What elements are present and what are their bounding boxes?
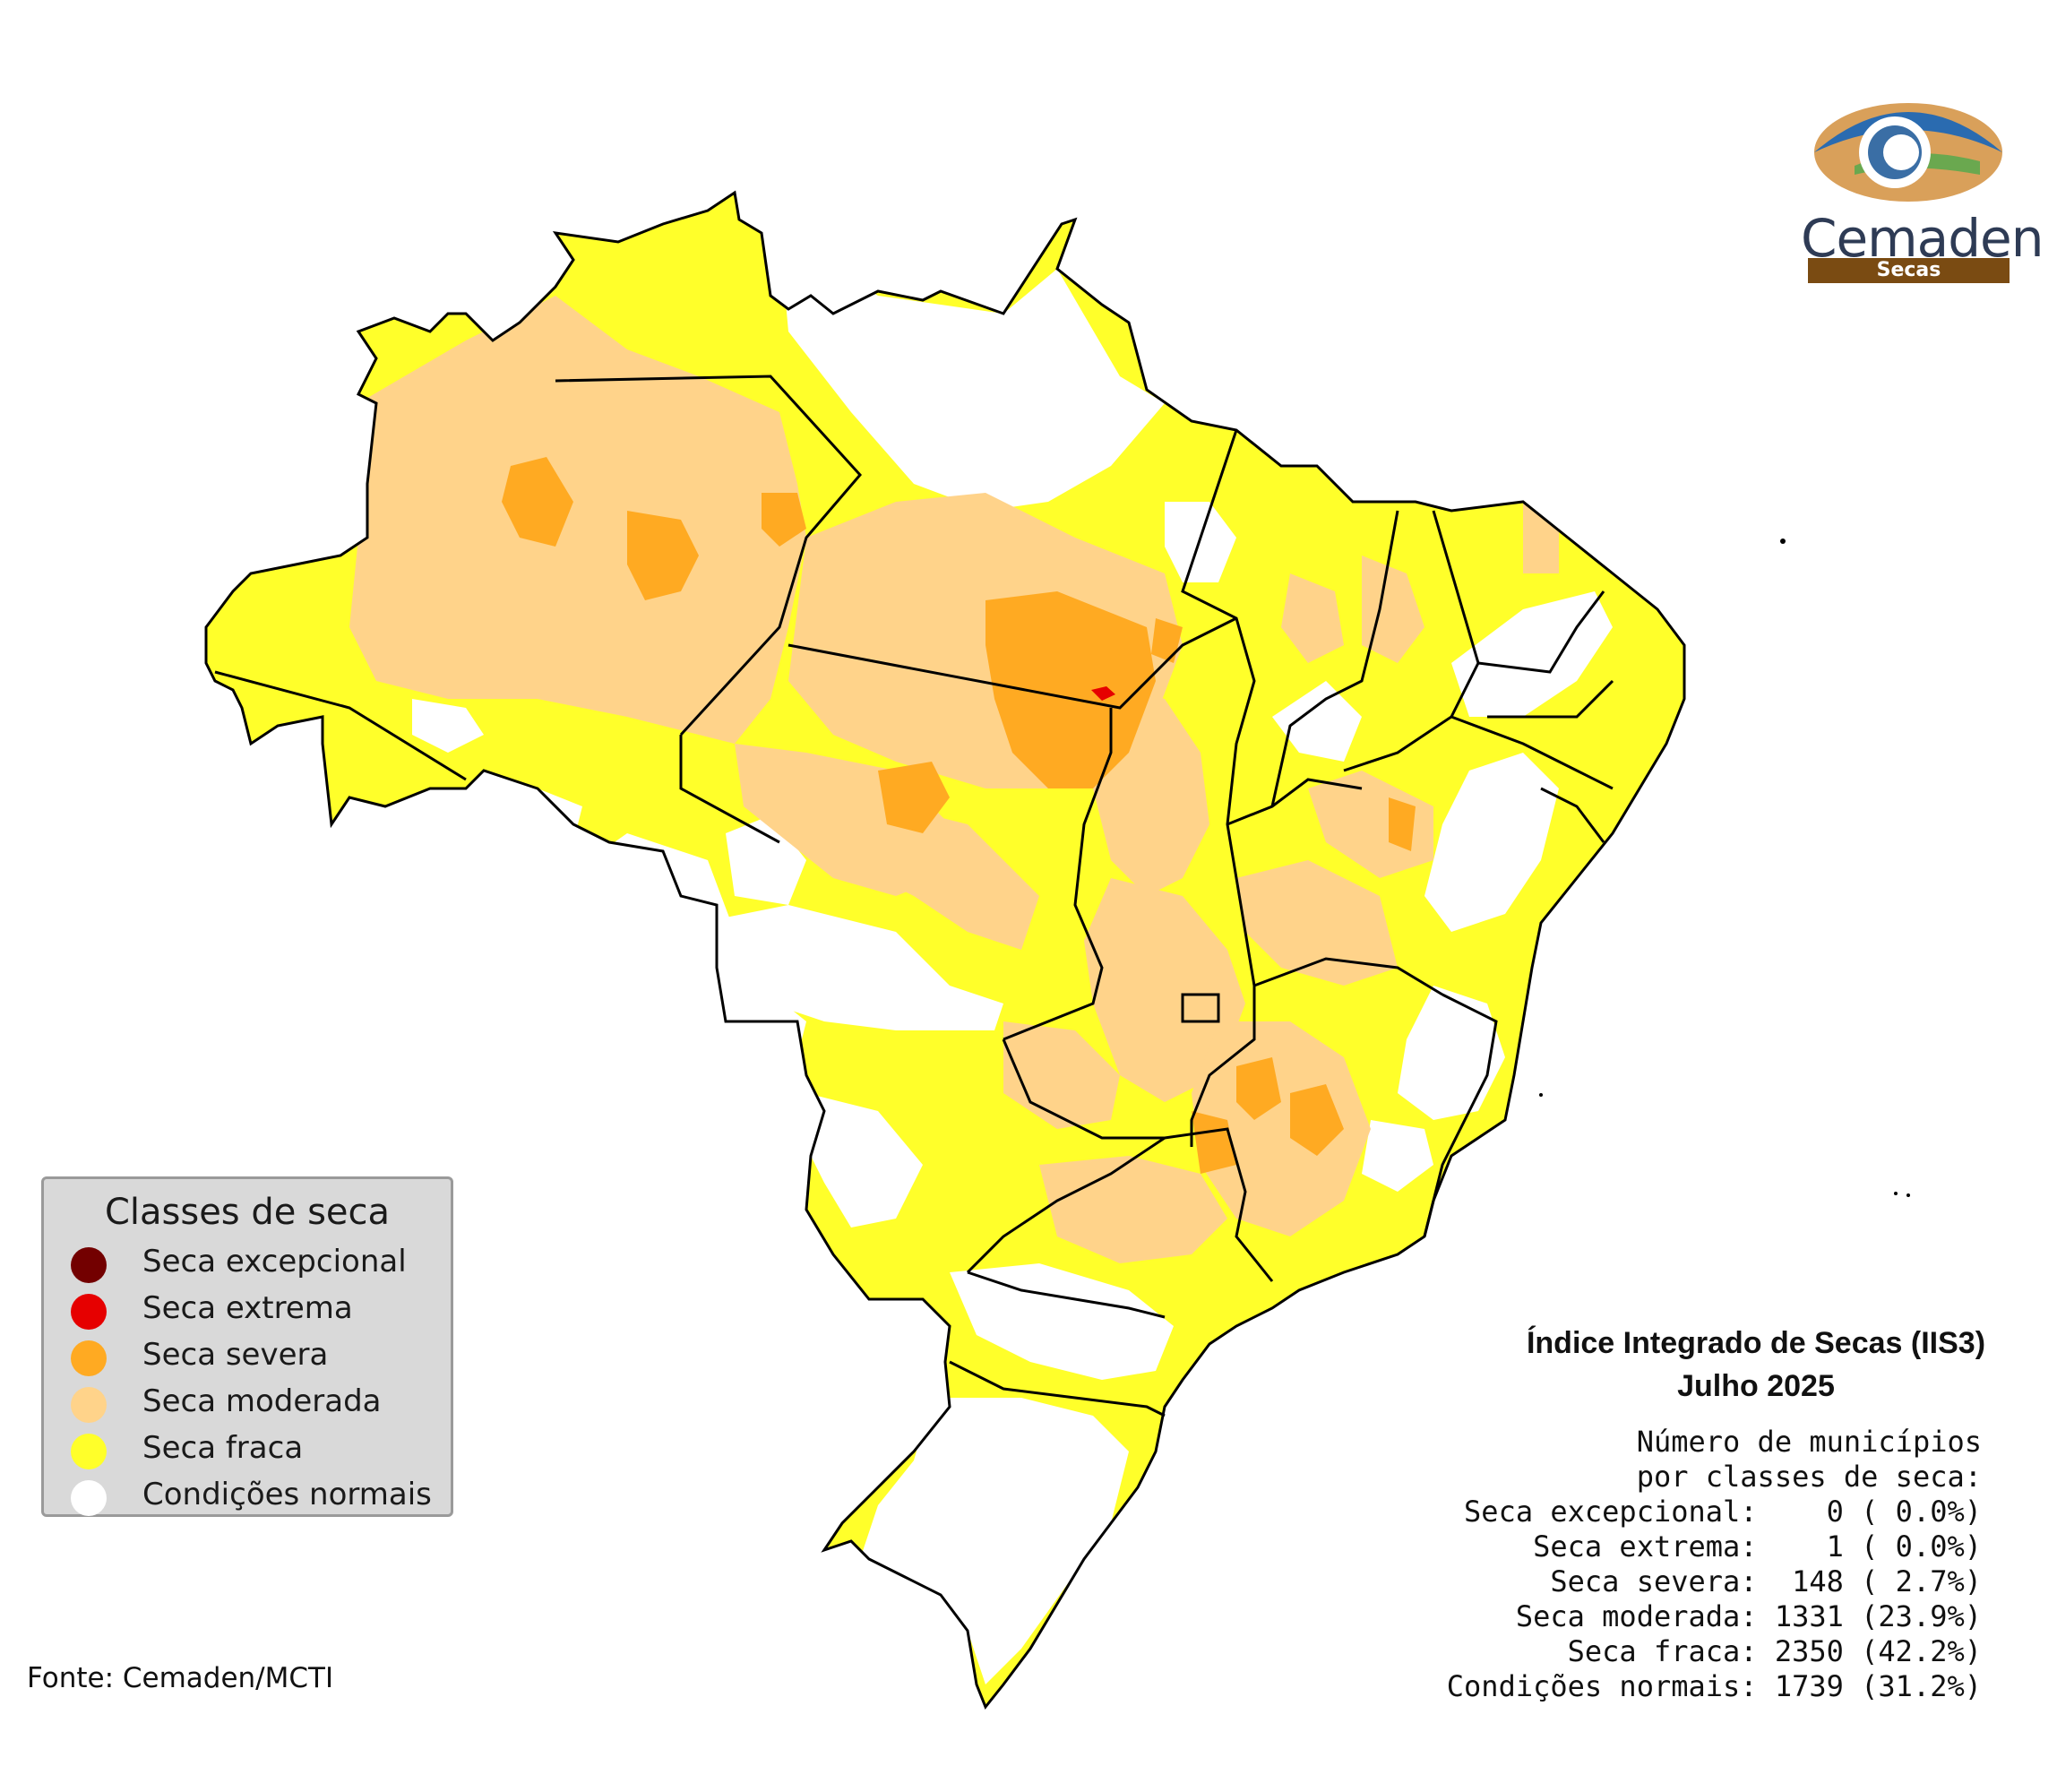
stats-row: Seca excepcional: 0 ( 0.0%) (1447, 1495, 1982, 1529)
legend-swatch (71, 1387, 107, 1423)
legend-swatch (71, 1294, 107, 1330)
stats-row-value: 1 ( 0.0%) (1774, 1529, 1982, 1564)
legend-swatch (71, 1247, 107, 1283)
stats-panel: Número de municípios por classes de seca… (1447, 1425, 1982, 1704)
legend-item-condicoes-normais: Condições normais (71, 1475, 447, 1520)
stats-header-line1: Número de municípios (1636, 1425, 1982, 1459)
stats-row: Seca fraca: 2350 (42.2%) (1447, 1634, 1982, 1669)
legend-swatch (71, 1480, 107, 1516)
legend-item-seca-fraca: Seca fraca (71, 1428, 447, 1473)
legend-item-seca-moderada: Seca moderada (71, 1382, 447, 1426)
stats-row-value: 148 ( 2.7%) (1774, 1564, 1982, 1598)
logo-subtitle: Secas (1808, 258, 2010, 283)
legend-label: Condições normais (142, 1477, 432, 1512)
legend-label: Seca extrema (142, 1290, 353, 1326)
legend: Classes de seca Seca excepcional Seca ex… (41, 1176, 453, 1517)
map-title: Índice Integrado de Secas (IIS3) (1526, 1326, 1986, 1360)
legend-label: Seca fraca (142, 1430, 304, 1466)
stats-row-label: Seca severa: (1550, 1564, 1758, 1598)
stats-row-value: 1331 (23.9%) (1774, 1599, 1982, 1633)
legend-item-seca-severa: Seca severa (71, 1335, 447, 1380)
stats-row-value: 1739 (31.2%) (1774, 1669, 1982, 1703)
stats-row-label: Condições normais: (1446, 1669, 1758, 1703)
legend-item-seca-excepcional: Seca excepcional (71, 1242, 447, 1287)
stats-row-value: 2350 (42.2%) (1774, 1634, 1982, 1668)
stats-row: Seca extrema: 1 ( 0.0%) (1447, 1529, 1982, 1564)
cemaden-logo-icon (1814, 103, 2002, 202)
stats-row: Seca severa: 148 ( 2.7%) (1447, 1564, 1982, 1599)
source-credit: Fonte: Cemaden/MCTI (27, 1662, 334, 1694)
legend-label: Seca moderada (142, 1383, 382, 1419)
legend-label: Seca excepcional (142, 1244, 407, 1279)
legend-label: Seca severa (142, 1337, 329, 1373)
legend-swatch (71, 1340, 107, 1376)
stats-row-label: Seca excepcional: (1464, 1495, 1758, 1529)
stats-row-label: Seca extrema: (1533, 1529, 1758, 1564)
legend-title: Classes de seca (104, 1192, 391, 1233)
stats-header-line2: por classes de seca: (1636, 1460, 1982, 1494)
legend-swatch (71, 1434, 107, 1469)
map-subtitle: Julho 2025 (1677, 1369, 1835, 1403)
stats-row: Condições normais: 1739 (31.2%) (1447, 1669, 1982, 1704)
stats-row: Seca moderada: 1331 (23.9%) (1447, 1599, 1982, 1634)
legend-item-seca-extrema: Seca extrema (71, 1288, 447, 1333)
stats-row-value: 0 ( 0.0%) (1774, 1495, 1982, 1529)
stats-row-label: Seca moderada: (1515, 1599, 1758, 1633)
stats-row-label: Seca fraca: (1567, 1634, 1758, 1668)
